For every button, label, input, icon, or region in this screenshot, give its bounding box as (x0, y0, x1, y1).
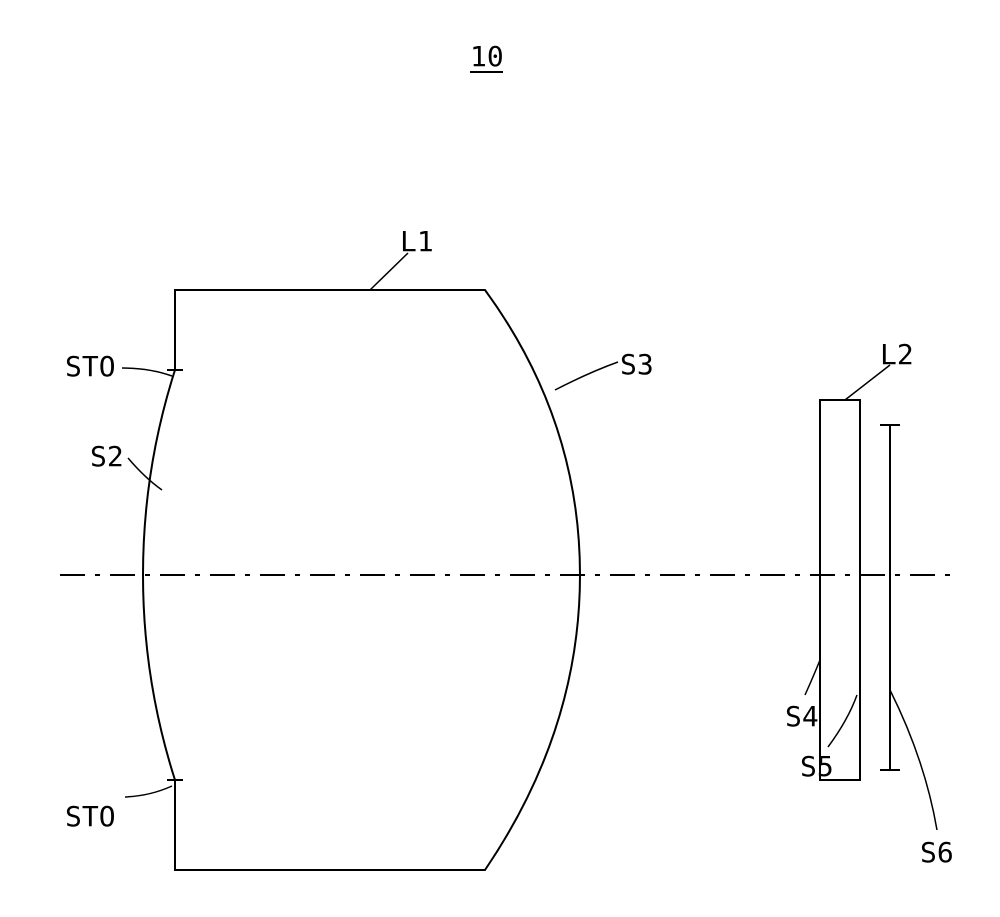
label-l2: L2 (880, 338, 914, 371)
label-s4: S4 (785, 700, 819, 733)
leader-s2 (128, 458, 162, 490)
optical-diagram: 10 L1 L2 S2 S3 S4 S5 S6 STO STO (0, 0, 1000, 917)
leader-sto-bottom (125, 786, 172, 797)
leader-s6 (890, 690, 937, 830)
label-s2: S2 (90, 440, 124, 473)
label-sto-top: STO (65, 350, 116, 383)
label-s3: S3 (620, 348, 654, 381)
label-s6: S6 (920, 836, 954, 869)
lens-l1 (143, 290, 580, 870)
leader-sto-top (122, 368, 172, 376)
label-l1: L1 (400, 225, 434, 258)
diagram-svg (0, 0, 1000, 917)
label-s5: S5 (800, 750, 834, 783)
lens-l2 (820, 400, 860, 780)
figure-number-label: 10 (470, 40, 504, 73)
leader-s3 (555, 362, 618, 390)
label-sto-bottom: STO (65, 800, 116, 833)
leader-s4 (805, 660, 820, 695)
leader-s5 (828, 695, 857, 747)
leader-l1 (370, 253, 408, 290)
